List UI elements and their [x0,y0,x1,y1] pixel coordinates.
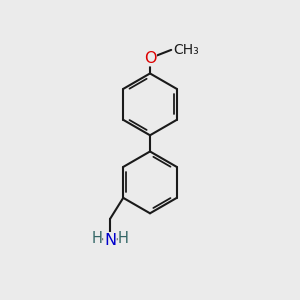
Text: CH₃: CH₃ [174,43,199,57]
Text: H: H [118,231,129,246]
Text: H: H [91,231,102,246]
Text: O: O [144,51,156,66]
Text: N: N [104,233,116,248]
